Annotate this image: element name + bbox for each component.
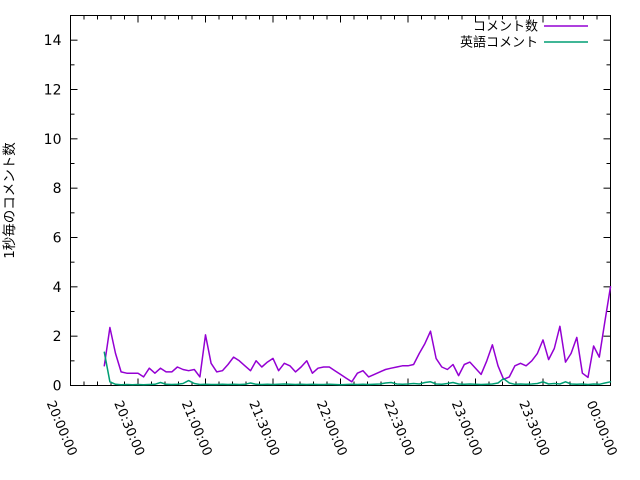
y-axis-title: 1秒毎のコメント数 [2, 142, 18, 259]
x-tick-label: 00:00:00 [583, 399, 620, 459]
y-tick-labels: 0 2 4 6 8 10 12 14 [44, 33, 62, 394]
plot-border [70, 15, 611, 386]
x-tick-label: 21:00:00 [178, 399, 215, 459]
x-tick-label: 23:00:00 [448, 399, 485, 459]
x-tick-label: 22:00:00 [313, 399, 350, 459]
x-tick-label: 23:30:00 [515, 399, 552, 459]
y-tick-label: 0 [53, 379, 62, 395]
series-line-comments [103, 286, 612, 383]
x-tick-label: 20:00:00 [43, 399, 80, 459]
y-tick-label: 14 [44, 33, 62, 49]
x-axis-ticks [70, 15, 611, 386]
y-tick-label: 10 [44, 132, 62, 148]
y-tick-label: 2 [53, 329, 62, 345]
x-tick-label: 21:30:00 [245, 399, 282, 459]
y-tick-label: 4 [53, 280, 62, 296]
x-tick-label: 20:30:00 [110, 399, 147, 459]
legend-label-comments: コメント数 [473, 20, 538, 35]
y-tick-label: 6 [53, 231, 62, 247]
y-tick-label: 12 [44, 83, 62, 99]
series-line-english-comments [103, 351, 612, 386]
x-tick-labels: 20:00:00 20:30:00 21:00:00 21:30:00 22:00:00… [43, 399, 620, 459]
y-axis-ticks [70, 39, 611, 386]
x-tick-label: 22:30:00 [380, 399, 417, 459]
legend-label-english-comments: 英語コメント [460, 35, 538, 51]
y-tick-label: 8 [53, 181, 62, 197]
